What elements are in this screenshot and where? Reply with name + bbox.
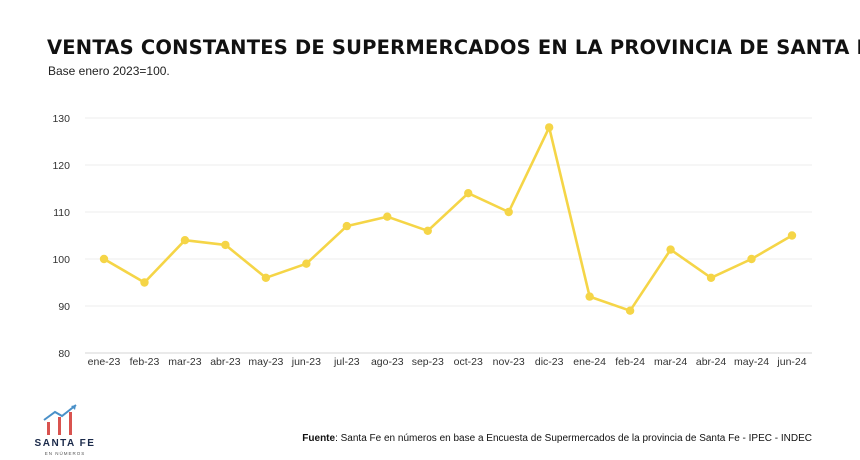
series-layer — [99, 123, 797, 315]
x-tick-label: jun-24 — [776, 356, 806, 368]
data-point — [706, 273, 716, 282]
source-note: Fuente: Santa Fe en números en base a En… — [302, 433, 812, 444]
x-tick-label: mar-24 — [654, 356, 687, 368]
x-tick-label: feb-24 — [615, 356, 645, 368]
y-tick-label: 120 — [52, 160, 70, 172]
x-tick-label: ago-23 — [371, 356, 404, 368]
x-tick-label: nov-23 — [493, 356, 525, 368]
x-tick-label: sep-23 — [412, 356, 444, 368]
x-tick-label: may-23 — [248, 356, 283, 368]
data-point — [140, 278, 149, 287]
x-tick-label: dic-23 — [535, 356, 564, 368]
data-point — [464, 189, 473, 198]
data-point — [342, 221, 352, 231]
y-tick-label: 130 — [52, 113, 70, 125]
x-axis-ticks: ene-23 feb-23 mar-23 abr-23 may-23 jun-23 jul-… — [88, 356, 807, 368]
x-tick-label: feb-23 — [130, 356, 160, 368]
grid-lines — [85, 117, 812, 354]
data-point — [787, 231, 797, 240]
data-point — [302, 259, 311, 268]
data-point — [666, 245, 675, 254]
logo-name: SANTA FE — [34, 438, 96, 449]
data-point — [585, 292, 594, 301]
chart-subtitle: Base enero 2023=100. — [48, 64, 170, 78]
x-tick-label: ene-23 — [88, 356, 121, 368]
y-tick-label: 110 — [53, 207, 70, 219]
bar-chart-arrow-icon — [43, 404, 77, 435]
logo-subtitle: EN NÚMEROS — [44, 451, 86, 456]
x-tick-label: may-24 — [734, 356, 769, 368]
data-point — [383, 212, 392, 221]
x-tick-label: abr-24 — [696, 356, 727, 368]
x-tick-label: jun-23 — [291, 356, 321, 368]
data-point — [423, 226, 432, 235]
y-axis-ticks: 80 90 100 110 120 130 — [52, 113, 70, 360]
y-tick-label: 90 — [58, 301, 70, 313]
x-tick-label: ene-24 — [573, 356, 606, 368]
source-label: Fuente — [302, 433, 336, 444]
chart-title: VENTAS CONSTANTES DE SUPERMERCADOS EN LA… — [47, 36, 860, 59]
x-tick-label: jul-23 — [333, 356, 360, 368]
y-tick-label: 80 — [58, 348, 70, 360]
y-tick-label: 100 — [52, 254, 70, 266]
data-point — [747, 254, 756, 264]
data-point — [99, 254, 109, 264]
data-point — [625, 306, 635, 315]
series-line — [102, 126, 794, 313]
data-point — [504, 207, 513, 217]
santa-fe-en-numeros-logo: SANTA FE EN NÚMEROS — [28, 402, 102, 458]
x-tick-label: mar-23 — [168, 356, 201, 368]
source-text: : Santa Fe en números en base a Encuesta… — [335, 433, 812, 444]
line-chart: 80 90 100 110 120 130 ene-23 feb-23 mar-23 abr-2… — [52, 113, 812, 368]
data-point — [261, 273, 271, 282]
x-tick-label: oct-23 — [454, 356, 483, 368]
x-tick-label: abr-23 — [210, 356, 241, 368]
data-point — [544, 123, 554, 132]
data-point — [221, 240, 230, 250]
data-point — [180, 236, 190, 245]
